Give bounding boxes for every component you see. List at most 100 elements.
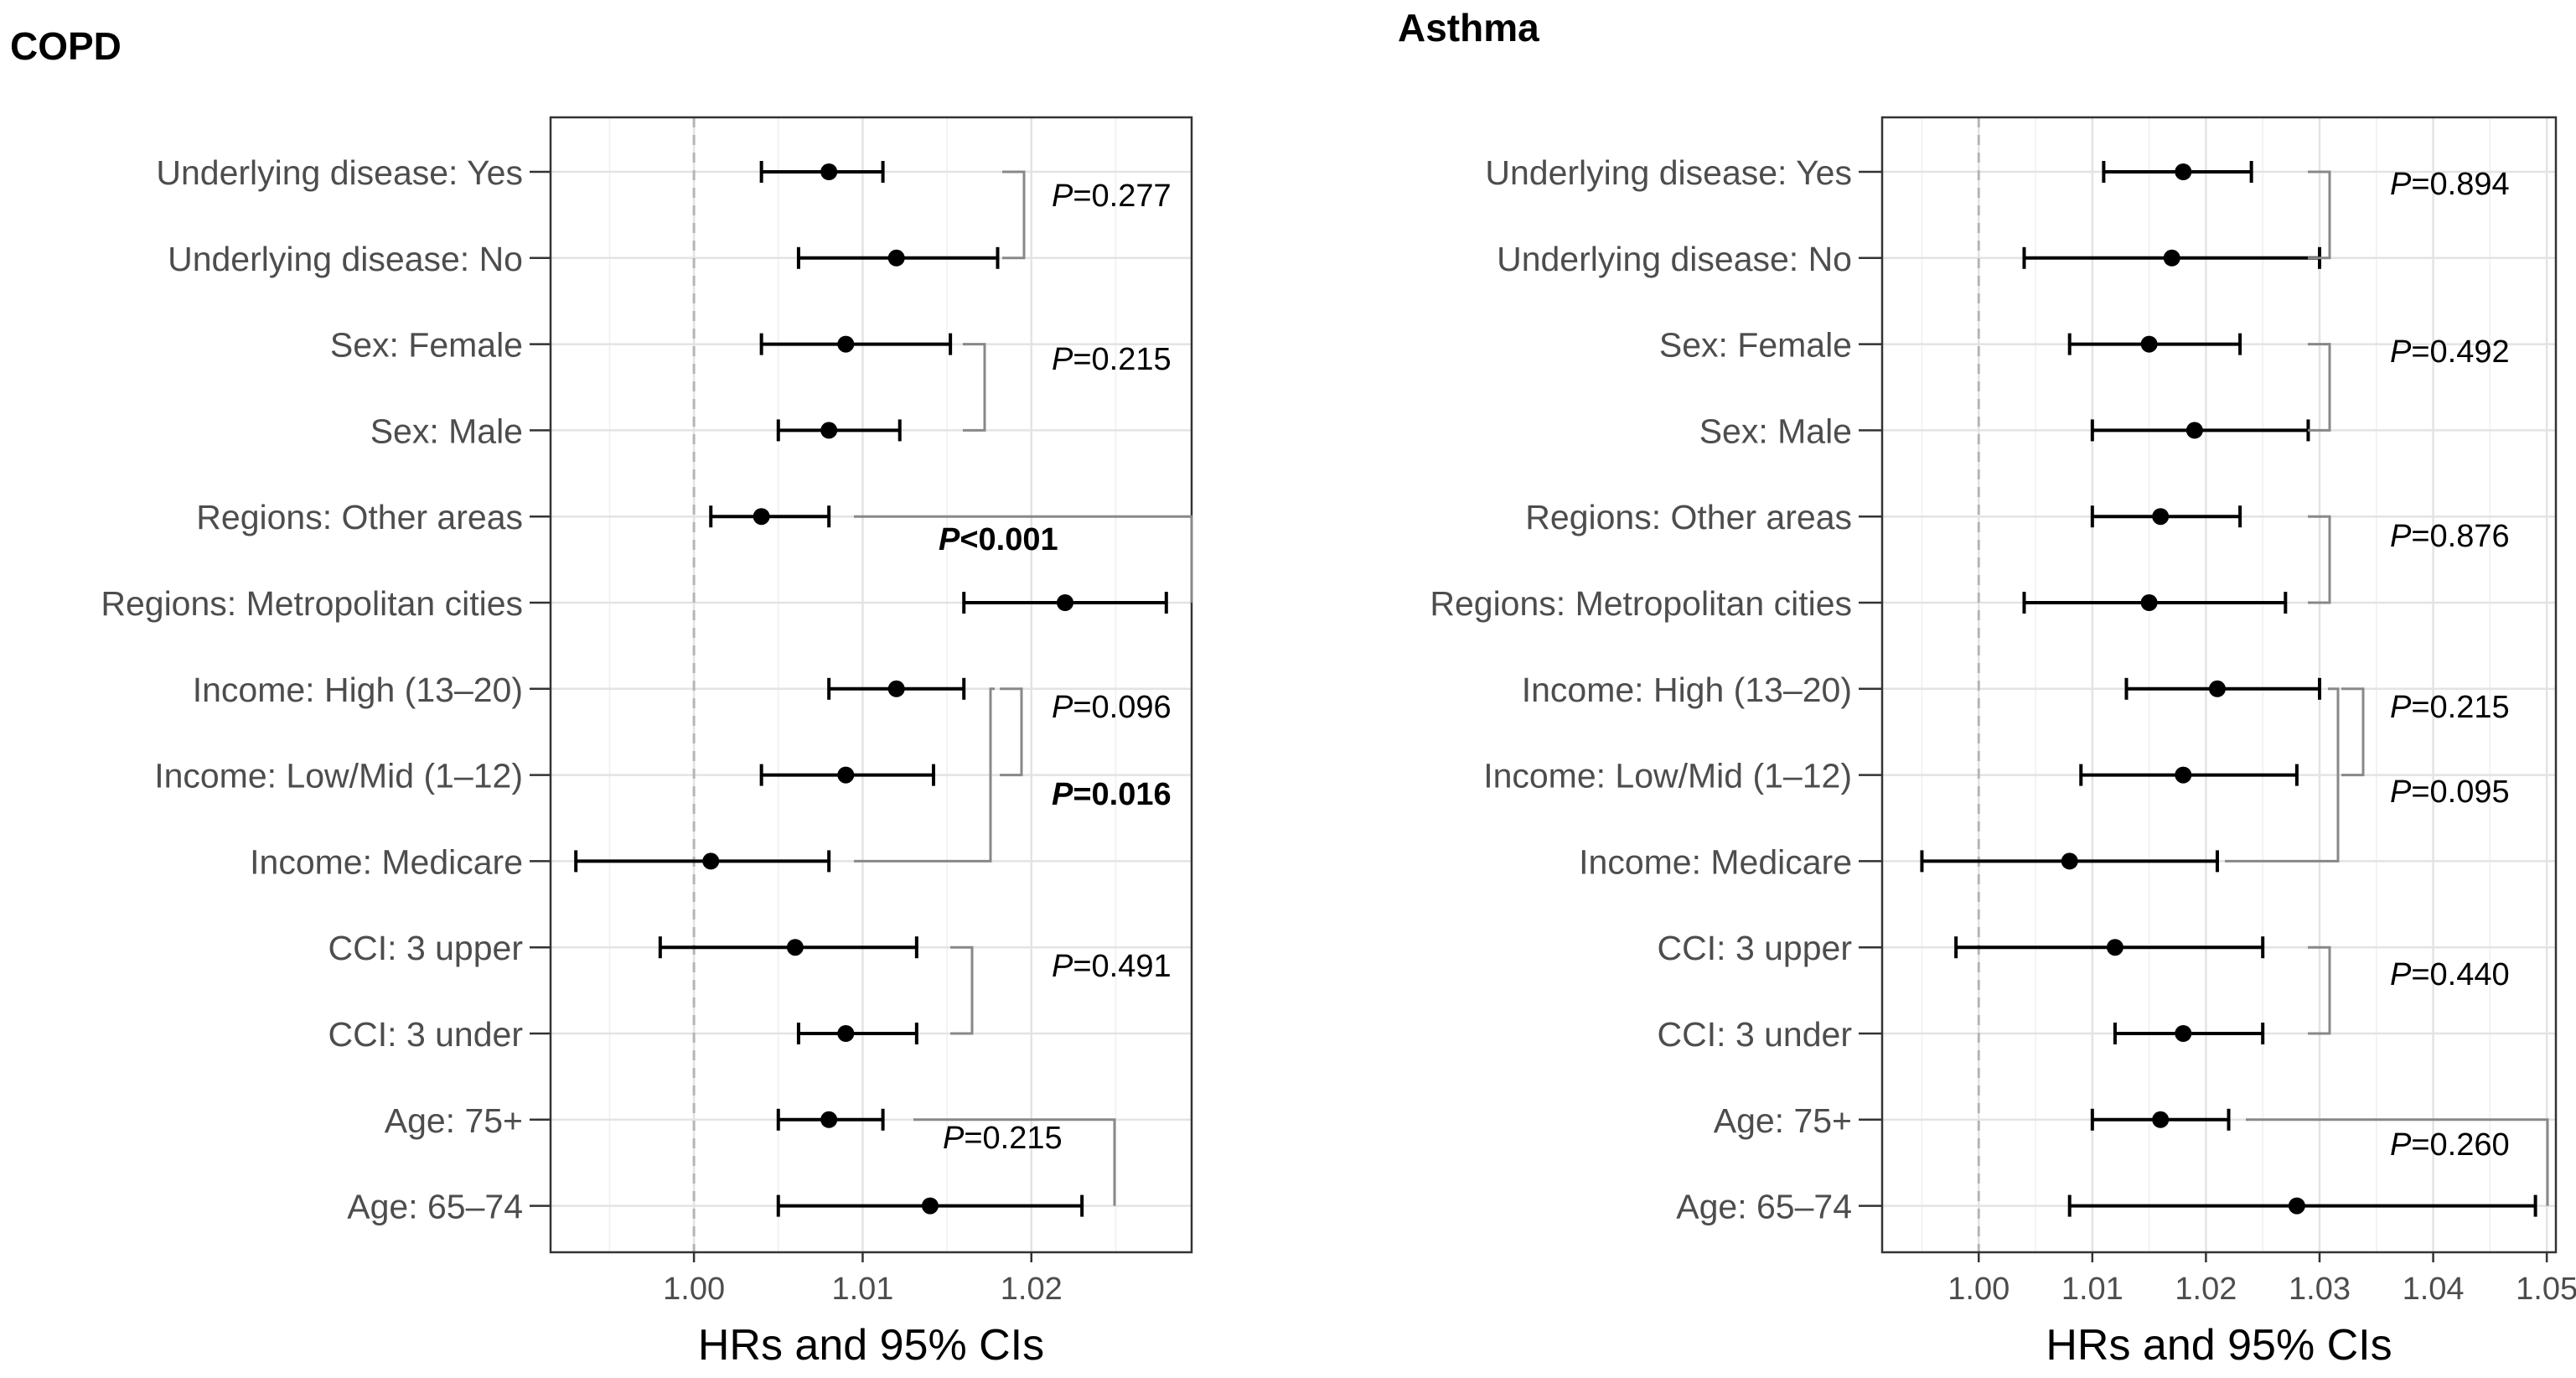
copd-hr-point [820, 163, 838, 180]
copd-hr-point [887, 249, 905, 267]
copd-x-tick-label: 1.01 [831, 1272, 893, 1307]
copd-panel: Underlying disease: Yes Underlying diseas… [101, 116, 1193, 1370]
asthma-row-label: CCI: 3 upper [1658, 929, 1852, 967]
asthma-hr-point [2288, 1197, 2305, 1215]
asthma-row-label: Sex: Female [1659, 326, 1852, 365]
copd-bracket-line [1000, 687, 1023, 777]
asthma-x-tick-label: 1.03 [2289, 1272, 2351, 1307]
asthma-row-label: Income: Medicare [1579, 842, 1852, 881]
asthma-panel-border [1880, 116, 2558, 1254]
copd-row-label: Income: Medicare [250, 842, 523, 881]
asthma-p-symbol: P [2390, 774, 2412, 810]
asthma-bracket-line [2341, 687, 2365, 777]
copd-x-tick-label: 1.00 [663, 1272, 725, 1307]
asthma-bracket-line [2308, 515, 2331, 604]
asthma-comparison-bracket: P=0.876 [2308, 515, 2510, 604]
asthma-comparison-bracket: P=0.894 [2308, 167, 2510, 260]
copd-p-value: P=0.215 [943, 1121, 1063, 1156]
copd-p-number: =0.215 [1073, 342, 1171, 377]
asthma-bracket-line [2308, 945, 2331, 1035]
asthma-p-symbol: P [2390, 1127, 2412, 1163]
copd-p-symbol: P [939, 522, 960, 557]
asthma-comparison-bracket: P=0.215 [2341, 687, 2510, 777]
copd-row-label: Underlying disease: No [168, 240, 523, 278]
asthma-row-label: CCI: 3 under [1658, 1015, 1852, 1054]
asthma-hr-point [2185, 422, 2203, 439]
copd-p-value: P=0.491 [1052, 949, 1172, 984]
copd-panel-title: COPD [10, 24, 122, 68]
asthma-p-symbol: P [2390, 334, 2412, 370]
asthma-x-tick-label: 1.05 [2516, 1272, 2576, 1307]
copd-row-label: Age: 75+ [385, 1101, 523, 1140]
copd-hr-point [820, 1111, 838, 1128]
copd-p-symbol: P [1052, 777, 1073, 812]
copd-comparison-bracket: P<0.001 [854, 515, 1193, 603]
copd-p-symbol: P [1052, 179, 1073, 214]
asthma-p-number: =0.260 [2411, 1127, 2509, 1163]
asthma-p-number: =0.894 [2411, 167, 2509, 202]
asthma-x-axis-title: HRs and 95% CIs [2046, 1321, 2392, 1370]
asthma-hr-point [2140, 594, 2158, 611]
asthma-p-value: P=0.440 [2390, 957, 2510, 992]
copd-hr-point [820, 422, 838, 439]
copd-p-symbol: P [1052, 342, 1073, 377]
copd-p-symbol: P [1052, 690, 1073, 725]
copd-comparison-bracket: P=0.215 [963, 342, 1172, 432]
asthma-row-label: Income: High (13–20) [1522, 671, 1852, 709]
copd-hr-point [837, 766, 855, 784]
asthma-row-label: Regions: Metropolitan cities [1430, 584, 1852, 623]
copd-row-label: Age: 65–74 [347, 1188, 523, 1226]
asthma-comparison-bracket: P=0.260 [2246, 1118, 2549, 1206]
copd-bracket-line [950, 945, 974, 1035]
asthma-x-tick-label: 1.04 [2403, 1272, 2465, 1307]
asthma-hr-point [2106, 939, 2123, 956]
copd-bracket-line [1002, 170, 1026, 260]
copd-p-symbol: P [1052, 949, 1073, 984]
copd-row-label: Sex: Male [370, 412, 523, 450]
asthma-hr-point [2175, 766, 2192, 784]
asthma-row-label: Regions: Other areas [1525, 498, 1852, 536]
copd-p-value: P<0.001 [939, 522, 1058, 557]
copd-row-label: Regions: Other areas [196, 498, 523, 536]
asthma-p-symbol: P [2390, 519, 2412, 554]
copd-p-number: <0.001 [960, 522, 1058, 557]
copd-panel-border [549, 116, 1193, 1254]
copd-hr-point [786, 939, 804, 956]
asthma-p-value: P=0.095 [2390, 774, 2510, 810]
copd-comparison-bracket: P=0.096 [1000, 687, 1172, 777]
asthma-bracket-line [2308, 170, 2331, 260]
asthma-hr-point [2140, 335, 2158, 353]
asthma-x-tick-label: 1.00 [1948, 1272, 2010, 1307]
copd-comparison-bracket: P=0.277 [1002, 170, 1172, 260]
copd-row-label: Income: High (13–20) [193, 671, 523, 709]
copd-hr-point [702, 852, 720, 870]
asthma-hr-point [2061, 852, 2078, 870]
asthma-p-number: =0.440 [2411, 957, 2509, 992]
asthma-bracket-line [2246, 1118, 2549, 1206]
copd-row-label: Regions: Metropolitan cities [101, 584, 523, 623]
asthma-p-value: P=0.215 [2390, 690, 2510, 725]
copd-p-number: =0.277 [1073, 179, 1171, 214]
copd-p-number: =0.491 [1073, 949, 1171, 984]
copd-bracket-line [854, 687, 995, 863]
asthma-x-tick-label: 1.01 [2061, 1272, 2123, 1307]
asthma-hr-point [2175, 163, 2192, 180]
copd-row-label: Underlying disease: Yes [156, 153, 523, 192]
copd-row-label: CCI: 3 upper [328, 929, 523, 967]
asthma-bracket-line [2225, 687, 2340, 863]
asthma-p-number: =0.215 [2411, 690, 2509, 725]
copd-p-value: P=0.215 [1052, 342, 1172, 377]
copd-p-value: P=0.096 [1052, 690, 1172, 725]
asthma-p-value: P=0.260 [2390, 1127, 2510, 1163]
copd-row-label: CCI: 3 under [328, 1015, 523, 1054]
asthma-comparison-bracket: P=0.492 [2308, 334, 2510, 432]
asthma-comparison-bracket: P=0.440 [2308, 945, 2510, 1035]
asthma-panel-title: Asthma [1398, 6, 1539, 49]
copd-bracket-line [854, 515, 1193, 603]
asthma-comparison-bracket: P=0.095 [2225, 687, 2510, 863]
asthma-p-number: =0.876 [2411, 519, 2509, 554]
copd-x-tick-label: 1.02 [1001, 1272, 1063, 1307]
asthma-hr-point [2208, 680, 2226, 697]
copd-hr-point [753, 508, 770, 526]
